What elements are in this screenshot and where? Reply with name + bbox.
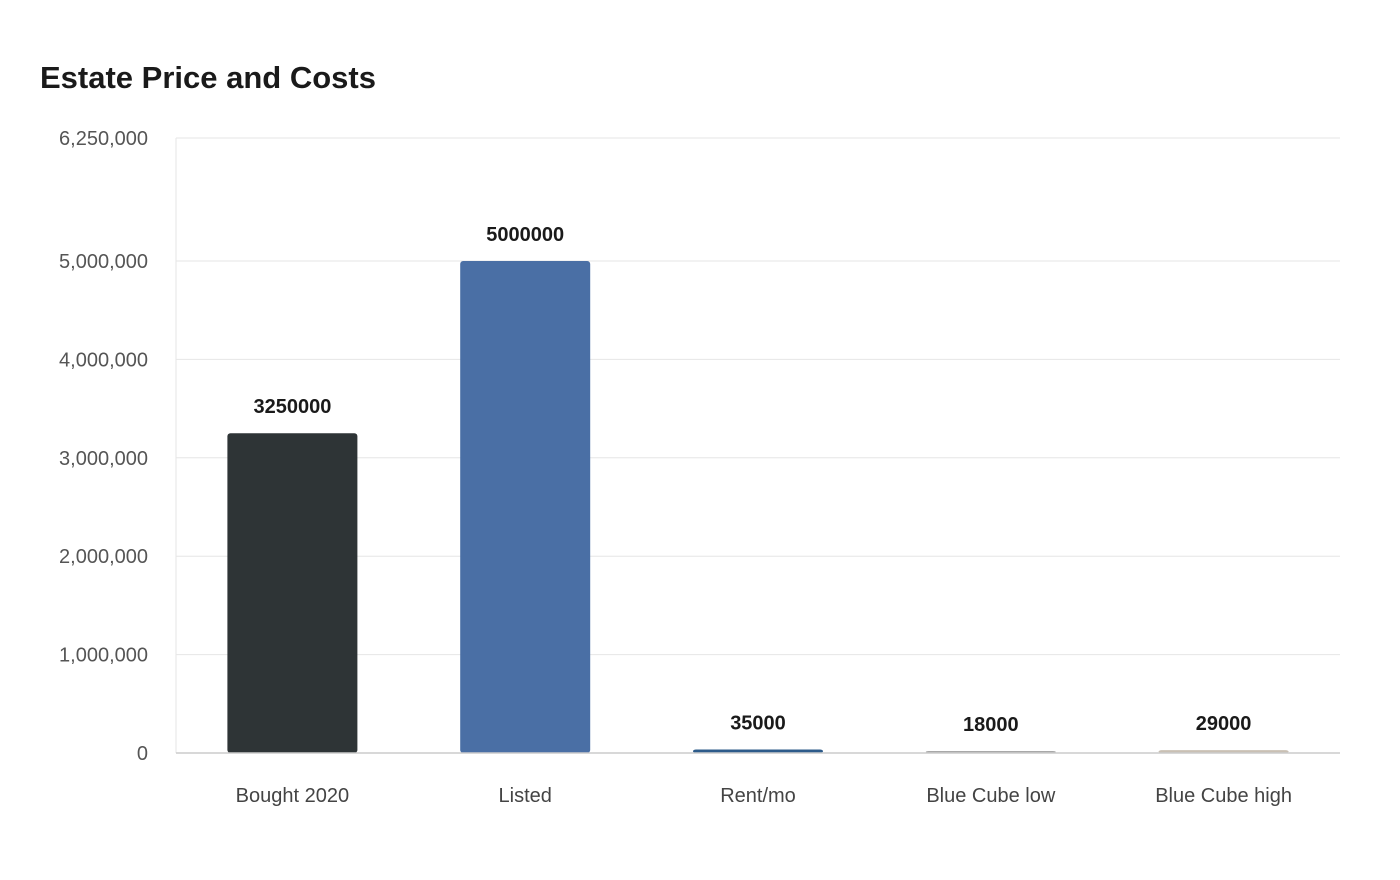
x-tick-label: Rent/mo <box>720 785 796 807</box>
data-label: 18000 <box>963 714 1019 736</box>
x-tick-label: Listed <box>499 785 552 807</box>
y-tick-label: 0 <box>137 743 148 765</box>
y-tick-label: 4,000,000 <box>59 349 148 371</box>
chart-title: Estate Price and Costs <box>40 60 376 95</box>
x-tick-label: Bought 2020 <box>236 785 349 807</box>
y-tick-label: 1,000,000 <box>59 645 148 667</box>
y-tick-label: 6,250,000 <box>59 128 148 150</box>
y-tick-label: 5,000,000 <box>59 251 148 273</box>
data-label: 3250000 <box>253 396 331 418</box>
x-tick-label: Blue Cube low <box>926 785 1056 807</box>
data-label: 35000 <box>730 713 786 735</box>
bar-0 <box>227 433 358 753</box>
y-tick-label: 3,000,000 <box>59 448 148 470</box>
y-tick-label: 2,000,000 <box>59 546 148 568</box>
data-label: 29000 <box>1196 713 1252 735</box>
x-tick-label: Blue Cube high <box>1155 785 1292 807</box>
bar-1 <box>460 261 591 753</box>
data-label: 5000000 <box>486 224 564 246</box>
bar-2 <box>693 749 823 753</box>
